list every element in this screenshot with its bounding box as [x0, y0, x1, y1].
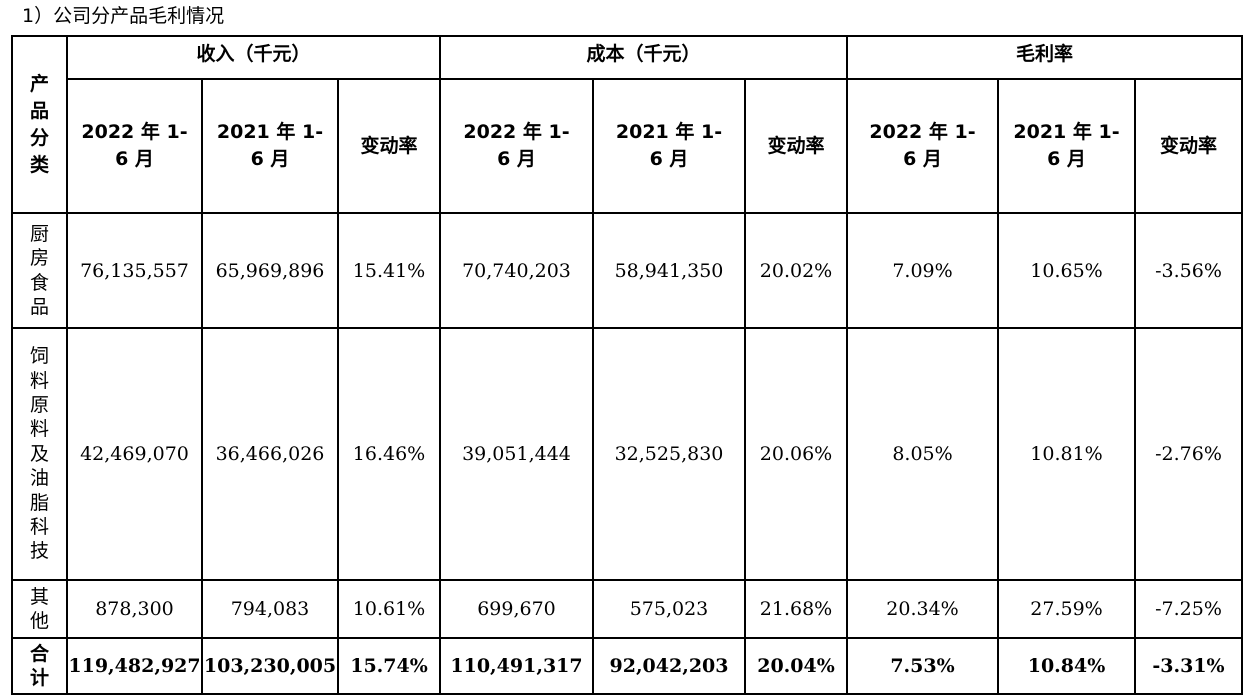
- cell-cost-2021: 58,941,350: [592, 212, 746, 329]
- cell-revenue-2021-total: 103,230,005: [201, 637, 339, 695]
- table-row: 饲料原料及油脂科技 42,469,070 36,466,026 16.46% 3…: [11, 327, 1243, 581]
- cell-revenue-change-total: 15.74%: [337, 637, 441, 695]
- table-row-total: 合计 119,482,927 103,230,005 15.74% 110,49…: [11, 637, 1243, 695]
- cell-cost-2022-total: 110,491,317: [439, 637, 594, 695]
- cell-revenue-change: 15.41%: [337, 212, 441, 329]
- header-revenue-change: 变动率: [337, 78, 441, 214]
- cell-cost-2022: 70,740,203: [439, 212, 594, 329]
- cell-revenue-2022: 878,300: [66, 579, 203, 639]
- header-cost: 成本（千元）: [439, 35, 848, 80]
- cell-cost-2022: 39,051,444: [439, 327, 594, 581]
- cell-revenue-2021: 794,083: [201, 579, 339, 639]
- cell-margin-2022: 7.09%: [846, 212, 999, 329]
- header-margin-2021: 2021 年 1-6 月: [997, 78, 1136, 214]
- cell-cost-2022: 699,670: [439, 579, 594, 639]
- cell-cost-2021-total: 92,042,203: [592, 637, 746, 695]
- cell-revenue-change: 16.46%: [337, 327, 441, 581]
- row-category: 其他: [11, 579, 68, 639]
- header-revenue: 收入（千元）: [66, 35, 441, 80]
- cell-cost-2021: 32,525,830: [592, 327, 746, 581]
- cell-margin-change: -7.25%: [1134, 579, 1243, 639]
- cell-cost-change: 20.06%: [744, 327, 848, 581]
- header-cost-change: 变动率: [744, 78, 848, 214]
- cell-margin-2021: 10.65%: [997, 212, 1136, 329]
- cell-cost-change: 21.68%: [744, 579, 848, 639]
- cell-margin-2021-total: 10.84%: [997, 637, 1136, 695]
- cell-cost-change-total: 20.04%: [744, 637, 848, 695]
- row-category: 厨房食品: [11, 212, 68, 329]
- cell-revenue-2022: 76,135,557: [66, 212, 203, 329]
- row-category: 饲料原料及油脂科技: [11, 327, 68, 581]
- header-gross-margin: 毛利率: [846, 35, 1243, 80]
- cell-margin-change: -3.56%: [1134, 212, 1243, 329]
- header-category: 产品分类: [11, 35, 68, 214]
- cell-revenue-2021: 65,969,896: [201, 212, 339, 329]
- cell-cost-2021: 575,023: [592, 579, 746, 639]
- cell-revenue-2022-total: 119,482,927: [66, 637, 203, 695]
- cell-margin-2021: 27.59%: [997, 579, 1136, 639]
- header-revenue-2021: 2021 年 1-6 月: [201, 78, 339, 214]
- cell-margin-change: -2.76%: [1134, 327, 1243, 581]
- cell-margin-2021: 10.81%: [997, 327, 1136, 581]
- header-revenue-2022: 2022 年 1-6 月: [66, 78, 203, 214]
- cell-revenue-2022: 42,469,070: [66, 327, 203, 581]
- cell-margin-change-total: -3.31%: [1134, 637, 1243, 695]
- section-caption: 1）公司分产品毛利情况: [22, 5, 225, 27]
- cell-revenue-change: 10.61%: [337, 579, 441, 639]
- cell-margin-2022: 20.34%: [846, 579, 999, 639]
- cell-margin-2022-total: 7.53%: [846, 637, 999, 695]
- table-row: 厨房食品 76,135,557 65,969,896 15.41% 70,740…: [11, 212, 1243, 329]
- header-cost-2022: 2022 年 1-6 月: [439, 78, 594, 214]
- cell-cost-change: 20.02%: [744, 212, 848, 329]
- table-row: 其他 878,300 794,083 10.61% 699,670 575,02…: [11, 579, 1243, 639]
- cell-revenue-2021: 36,466,026: [201, 327, 339, 581]
- header-margin-change: 变动率: [1134, 78, 1243, 214]
- gross-margin-table: 产品分类 收入（千元） 成本（千元） 毛利率 2022 年 1-6 月 2021…: [11, 35, 1243, 695]
- header-cost-2021: 2021 年 1-6 月: [592, 78, 746, 214]
- cell-margin-2022: 8.05%: [846, 327, 999, 581]
- header-margin-2022: 2022 年 1-6 月: [846, 78, 999, 214]
- row-category-total: 合计: [11, 637, 68, 695]
